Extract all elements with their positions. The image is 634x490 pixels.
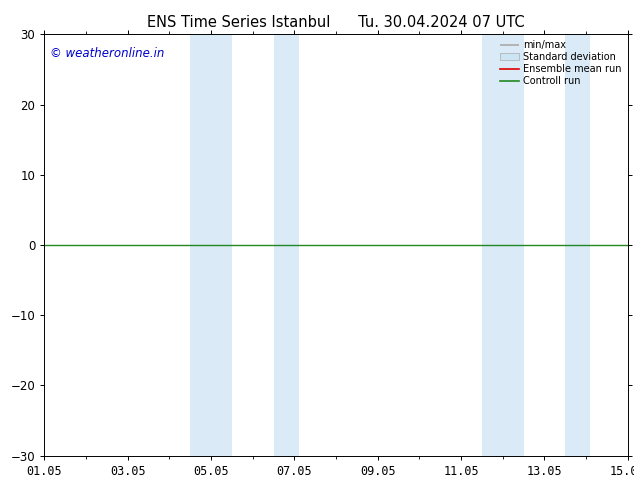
Text: © weatheronline.in: © weatheronline.in [50, 47, 165, 60]
Bar [482, 34, 524, 456]
Title: ENS Time Series Istanbul      Tu. 30.04.2024 07 UTC: ENS Time Series Istanbul Tu. 30.04.2024 … [147, 15, 525, 30]
Legend: min/max, Standard deviation, Ensemble mean run, Controll run: min/max, Standard deviation, Ensemble me… [499, 39, 623, 87]
Bar [565, 34, 590, 456]
Bar [190, 34, 232, 456]
Bar [273, 34, 299, 456]
